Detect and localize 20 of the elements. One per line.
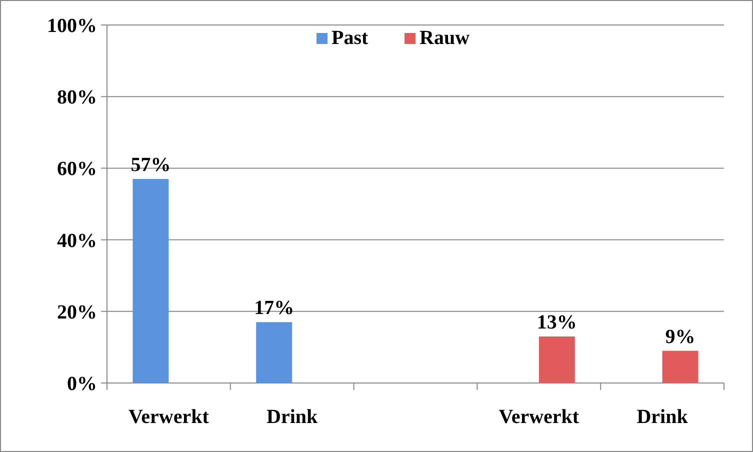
y-tick-label: 80% <box>57 86 97 109</box>
data-label: 13% <box>536 311 577 334</box>
y-tick-label: 20% <box>57 301 97 324</box>
x-tick-label: Verwerkt <box>128 406 210 428</box>
y-tick-label: 40% <box>57 230 97 252</box>
bar <box>132 178 169 383</box>
legend-label: Rauw <box>420 27 470 49</box>
data-label: 57% <box>130 154 171 176</box>
x-tick-label: Verwerkt <box>498 406 580 428</box>
bar <box>256 322 292 383</box>
bar <box>662 350 698 383</box>
y-tick-label: 60% <box>57 158 97 180</box>
legend-label: Past <box>332 27 368 49</box>
y-tick-label: 100% <box>47 15 97 37</box>
data-label: 17% <box>254 297 294 320</box>
x-tick-label: Drink <box>266 406 319 428</box>
y-tick-label: 0% <box>67 373 97 395</box>
bar <box>538 336 575 383</box>
x-tick-label: Drink <box>636 406 689 428</box>
data-label: 9% <box>665 326 696 348</box>
